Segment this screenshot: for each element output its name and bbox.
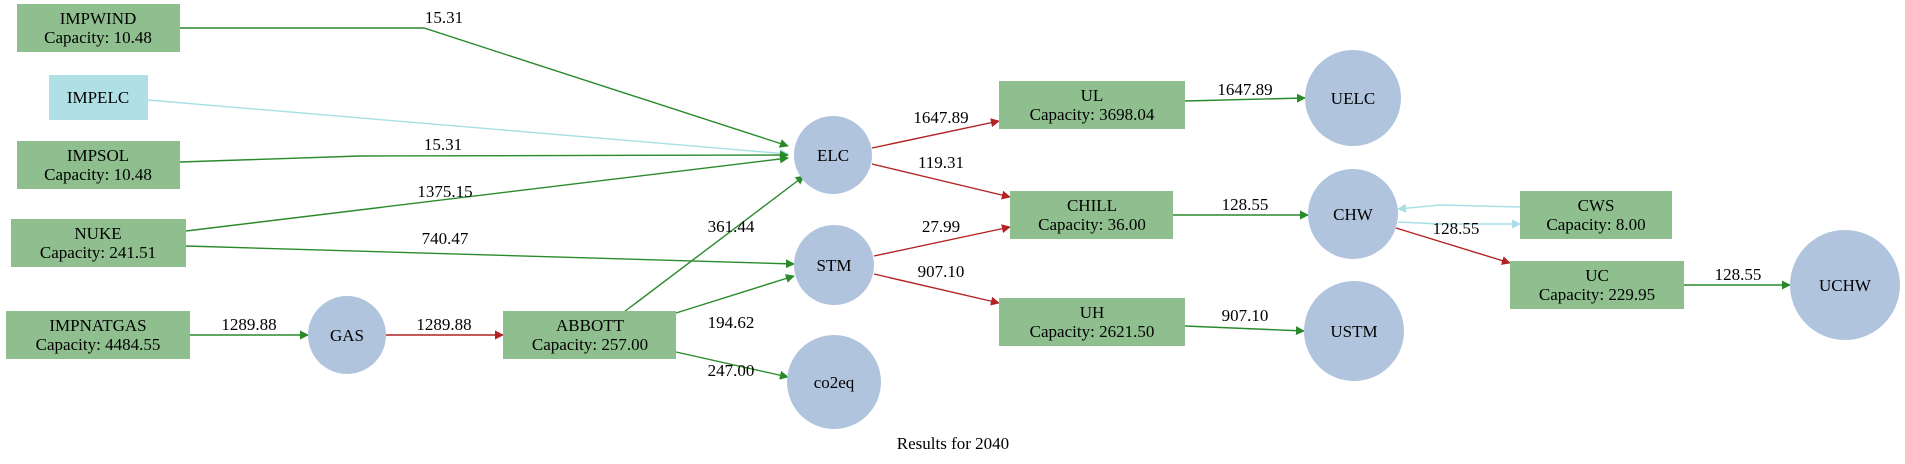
edge-label-stm-uh: 907.10: [918, 262, 965, 281]
edge-cws-chw: [1397, 203, 1521, 213]
node-uh-name: UH: [1080, 303, 1105, 322]
diagram-caption: Results for 2040: [897, 434, 1009, 453]
edge-chw-cws: [1397, 219, 1521, 229]
edge-label-abbott-elc: 361.44: [708, 217, 755, 236]
node-uh[interactable]: UH Capacity: 2621.50: [999, 298, 1185, 346]
node-nuke[interactable]: NUKE Capacity: 241.51: [11, 219, 186, 267]
node-uchw-name: UCHW: [1819, 276, 1872, 295]
node-uh-capacity: Capacity: 2621.50: [1030, 322, 1155, 341]
node-ustm[interactable]: USTM: [1304, 281, 1404, 381]
node-chill-name: CHILL: [1067, 196, 1117, 215]
edge-nuke-elc: [185, 154, 789, 232]
edge-impsol-elc: [179, 150, 789, 163]
edge-label-elc-chill: 119.31: [918, 153, 964, 172]
node-impelc[interactable]: IMPELC: [49, 75, 148, 120]
node-impnatgas[interactable]: IMPNATGAS Capacity: 4484.55: [6, 311, 190, 359]
node-stm-name: STM: [817, 256, 852, 275]
node-impnatgas-capacity: Capacity: 4484.55: [36, 335, 161, 354]
edge-impwind-elc: [180, 27, 789, 148]
edge-label-elc-ul: 1647.89: [913, 108, 968, 127]
node-impsol-capacity: Capacity: 10.48: [44, 165, 152, 184]
node-uelc[interactable]: UELC: [1305, 50, 1401, 146]
node-elc-name: ELC: [817, 146, 849, 165]
node-ul[interactable]: UL Capacity: 3698.04: [999, 81, 1185, 129]
edge-abbott-stm: [675, 274, 795, 314]
node-impwind[interactable]: IMPWIND Capacity: 10.48: [17, 4, 180, 52]
process-nodes: IMPWIND Capacity: 10.48 IMPELC IMPSOL Ca…: [6, 4, 1684, 359]
commodity-nodes: GAS ELC STM co2eq UELC CHW USTM UCHW: [308, 50, 1900, 429]
node-stm[interactable]: STM: [794, 225, 874, 305]
node-abbott-name: ABBOTT: [556, 316, 625, 335]
node-ul-name: UL: [1081, 86, 1104, 105]
edge-elc-ul: [871, 118, 1000, 149]
node-gas-name: GAS: [330, 326, 364, 345]
edge-nuke-stm: [185, 245, 795, 269]
edge-label-chw-uc: 128.55: [1433, 219, 1480, 238]
node-nuke-capacity: Capacity: 241.51: [40, 243, 156, 262]
edge-label-gas-abbott: 1289.88: [416, 315, 471, 334]
node-uc-capacity: Capacity: 229.95: [1539, 285, 1655, 304]
edge-label-uc-uchw: 128.55: [1715, 265, 1762, 284]
node-impelc-name: IMPELC: [67, 88, 129, 107]
node-co2eq[interactable]: co2eq: [787, 335, 881, 429]
node-uelc-name: UELC: [1331, 89, 1375, 108]
edge-labels: 15.31 15.31 1375.15 740.47 1289.88 1289.…: [221, 8, 1761, 380]
edge-stm-uh: [873, 273, 1000, 306]
edge-label-abbott-stm: 194.62: [708, 313, 755, 332]
edge-label-stm-chill: 27.99: [922, 217, 960, 236]
edge-label-impnatgas-gas: 1289.88: [221, 315, 276, 334]
node-impsol-name: IMPSOL: [67, 146, 129, 165]
edge-label-nuke-stm: 740.47: [422, 229, 469, 248]
node-ul-capacity: Capacity: 3698.04: [1030, 105, 1155, 124]
node-uc[interactable]: UC Capacity: 229.95: [1510, 261, 1684, 309]
node-impwind-name: IMPWIND: [60, 9, 137, 28]
edge-impelc-elc: [147, 99, 789, 158]
node-chill[interactable]: CHILL Capacity: 36.00: [1010, 191, 1173, 239]
node-impwind-capacity: Capacity: 10.48: [44, 28, 152, 47]
edge-label-ul-uelc: 1647.89: [1217, 80, 1272, 99]
node-impnatgas-name: IMPNATGAS: [49, 316, 146, 335]
node-abbott-capacity: Capacity: 257.00: [532, 335, 648, 354]
node-chw[interactable]: CHW: [1308, 169, 1398, 259]
edge-uh-ustm: [1184, 325, 1305, 336]
edge-label-abbott-co2eq: 247.00: [708, 361, 755, 380]
edge-abbott-elc: [623, 175, 805, 313]
node-gas[interactable]: GAS: [308, 296, 386, 374]
node-cws-capacity: Capacity: 8.00: [1546, 215, 1645, 234]
edge-chw-uc: [1395, 227, 1511, 265]
node-elc[interactable]: ELC: [794, 116, 872, 194]
node-cws[interactable]: CWS Capacity: 8.00: [1520, 191, 1672, 239]
node-ustm-name: USTM: [1330, 322, 1377, 341]
node-co2eq-name: co2eq: [814, 373, 855, 392]
node-abbott[interactable]: ABBOTT Capacity: 257.00: [503, 311, 676, 359]
edge-label-chill-chw: 128.55: [1222, 195, 1269, 214]
edge-label-impsol-elc: 15.31: [424, 135, 462, 154]
node-uchw[interactable]: UCHW: [1790, 230, 1900, 340]
edge-label-impwind-elc: 15.31: [425, 8, 463, 27]
node-impsol[interactable]: IMPSOL Capacity: 10.48: [17, 141, 180, 189]
edge-stm-chill: [873, 224, 1011, 257]
edge-ul-uelc: [1184, 93, 1306, 103]
node-chill-capacity: Capacity: 36.00: [1038, 215, 1146, 234]
edge-abbott-co2eq: [675, 351, 789, 380]
edge-elc-chill: [871, 163, 1011, 200]
node-chw-name: CHW: [1333, 205, 1374, 224]
node-cws-name: CWS: [1578, 196, 1615, 215]
node-uc-name: UC: [1585, 266, 1609, 285]
node-nuke-name: NUKE: [74, 224, 121, 243]
edge-label-uh-ustm: 907.10: [1222, 306, 1269, 325]
edges: [147, 27, 1791, 380]
edge-label-nuke-elc: 1375.15: [417, 182, 472, 201]
